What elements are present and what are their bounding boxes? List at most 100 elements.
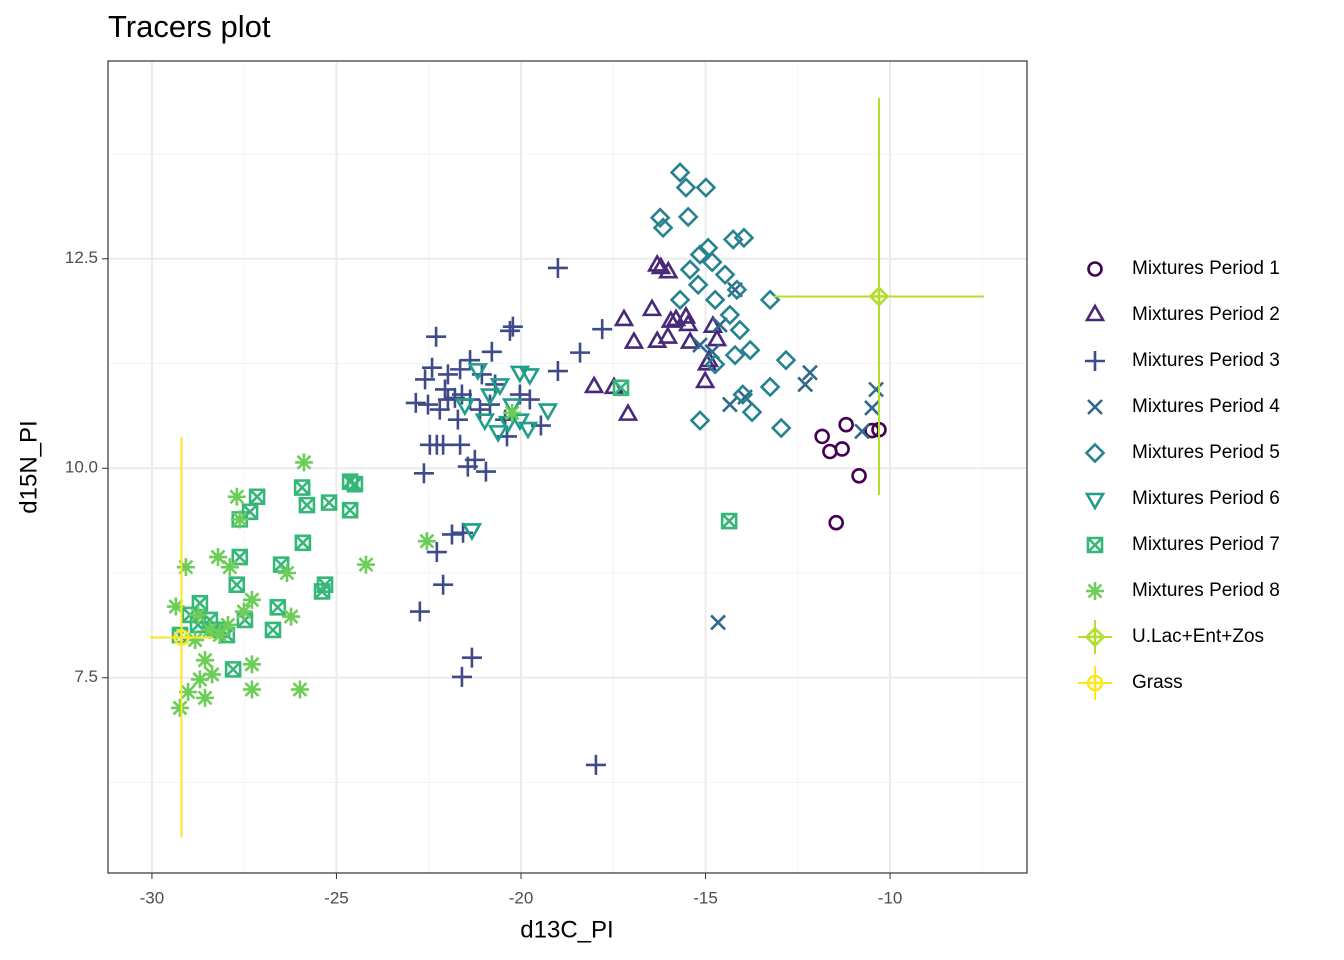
- point: [675, 177, 697, 198]
- point: [834, 441, 850, 457]
- point: [696, 352, 718, 371]
- point: [547, 361, 568, 382]
- point: [652, 217, 674, 239]
- point: [706, 328, 728, 347]
- point: [617, 403, 639, 421]
- plot-area: [150, 97, 985, 838]
- panel-border: [107, 60, 1028, 874]
- legend-label: Mixtures Period 2: [1132, 304, 1280, 325]
- point: [677, 206, 699, 228]
- point: [759, 376, 781, 398]
- legend-key: [1086, 582, 1104, 600]
- point: [864, 400, 880, 416]
- point: [704, 354, 726, 375]
- point: [457, 456, 478, 477]
- y-tick-label: 7.5: [74, 667, 98, 686]
- point: [224, 661, 242, 678]
- point: [649, 207, 671, 229]
- point: [868, 381, 884, 398]
- point: [854, 423, 870, 440]
- legend-key: [1087, 261, 1103, 277]
- point: [592, 319, 613, 340]
- point: [450, 359, 471, 380]
- point: [220, 558, 239, 577]
- point: [828, 514, 844, 531]
- point: [208, 548, 227, 567]
- point: [454, 398, 476, 417]
- point: [434, 379, 455, 400]
- point: [320, 494, 338, 511]
- point: [537, 403, 559, 422]
- point: [475, 461, 496, 482]
- point: [701, 251, 723, 273]
- point: [269, 599, 287, 616]
- point: [413, 463, 434, 484]
- point: [179, 682, 198, 701]
- legend-label: Mixtures Period 8: [1132, 580, 1280, 601]
- y-tick-label: 10.0: [65, 458, 98, 477]
- point: [509, 365, 531, 384]
- point: [196, 688, 215, 707]
- point: [294, 453, 313, 472]
- point: [517, 421, 539, 440]
- legend-key: [1085, 351, 1105, 371]
- point: [210, 626, 229, 645]
- point: [433, 574, 454, 595]
- point: [503, 403, 522, 422]
- point: [290, 680, 309, 699]
- point: [739, 339, 761, 361]
- point: [741, 401, 763, 423]
- legend-key: [1086, 674, 1104, 692]
- point: [293, 479, 311, 496]
- point: [669, 289, 691, 311]
- legend-key: [1084, 442, 1106, 464]
- point: [613, 308, 635, 327]
- legend-label: Mixtures Period 3: [1132, 350, 1280, 371]
- point: [657, 325, 679, 344]
- x-axis-label: d13C_PI: [520, 916, 613, 943]
- point: [186, 631, 205, 650]
- point: [487, 425, 509, 444]
- point: [501, 398, 523, 417]
- point: [474, 413, 496, 432]
- legend-label: Mixtures Period 4: [1132, 396, 1280, 417]
- point: [426, 326, 447, 347]
- point: [689, 410, 711, 431]
- x-tick-label: -25: [324, 888, 349, 907]
- point: [650, 256, 672, 275]
- point: [770, 417, 792, 439]
- point: [467, 363, 489, 381]
- point: [234, 602, 253, 621]
- point: [838, 416, 854, 433]
- legend-label: Mixtures Period 5: [1132, 442, 1280, 463]
- point: [724, 344, 746, 366]
- point: [868, 286, 890, 307]
- point: [585, 754, 606, 775]
- point: [429, 399, 450, 420]
- point: [426, 542, 447, 563]
- point: [732, 384, 754, 405]
- point: [658, 260, 679, 279]
- point: [241, 503, 259, 521]
- point: [479, 388, 501, 407]
- point: [278, 564, 297, 583]
- chart-title: Tracers plot: [108, 9, 271, 44]
- x-tick-label: -15: [693, 888, 718, 907]
- point: [242, 680, 261, 699]
- point: [422, 357, 443, 378]
- point: [447, 409, 468, 430]
- point: [170, 698, 189, 717]
- point: [802, 364, 818, 381]
- point: [689, 244, 711, 265]
- point: [547, 257, 568, 278]
- point: [814, 428, 830, 445]
- y-axis-label: d15N_PI: [15, 420, 42, 513]
- point: [481, 341, 502, 362]
- point: [282, 607, 301, 626]
- point: [405, 392, 426, 413]
- point: [719, 304, 741, 326]
- point: [470, 399, 491, 420]
- point: [200, 620, 219, 639]
- point: [228, 576, 246, 594]
- point: [298, 496, 316, 514]
